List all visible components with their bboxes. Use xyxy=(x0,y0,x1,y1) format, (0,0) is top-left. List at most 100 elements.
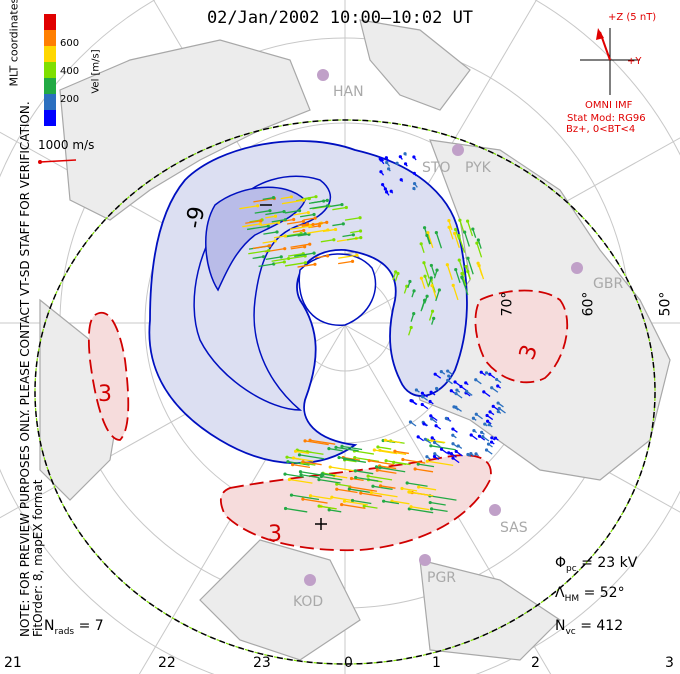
vector-line xyxy=(452,457,460,464)
vector-line xyxy=(343,456,361,461)
vector-line xyxy=(303,217,316,221)
vector-line xyxy=(430,415,438,422)
vector-line xyxy=(265,210,285,216)
vector-line xyxy=(473,430,477,434)
latitude-label: 50° xyxy=(657,291,674,317)
vector-line xyxy=(459,220,465,233)
vector-point xyxy=(277,220,281,225)
vector-count: Nvc = 412 xyxy=(555,618,623,637)
vector-line xyxy=(486,449,493,455)
vector-line xyxy=(364,505,378,509)
colorbar-swatch xyxy=(44,30,56,46)
vector-point xyxy=(273,239,277,243)
vector-line xyxy=(482,436,490,442)
colorbar-tick: 600 xyxy=(60,38,80,49)
vector-line xyxy=(448,227,454,240)
vector-line xyxy=(413,188,416,191)
vector-point xyxy=(297,209,302,213)
vector-line xyxy=(467,258,474,275)
vector-line xyxy=(262,240,276,244)
vector-line xyxy=(487,420,492,425)
vector-line xyxy=(402,458,426,464)
vector-point xyxy=(303,232,307,236)
vector-line xyxy=(489,373,496,379)
station-label: GBR xyxy=(593,276,624,292)
vector-line xyxy=(497,402,504,408)
hm-boundary-latitude: ΛHM = 52° xyxy=(555,585,625,604)
vector-line xyxy=(410,421,417,427)
colorbar-swatch xyxy=(44,110,56,126)
vector-line xyxy=(431,437,436,441)
vector-line xyxy=(349,488,374,494)
vector-line xyxy=(455,406,462,412)
vector-line xyxy=(338,260,353,265)
vector-line xyxy=(455,450,463,457)
scale-vector xyxy=(38,159,77,164)
vector-line xyxy=(369,460,394,466)
vector-line xyxy=(454,229,460,240)
vector-line xyxy=(467,453,472,458)
colorbar-swatch xyxy=(44,14,56,30)
vector-line xyxy=(304,440,329,446)
vector-line xyxy=(263,231,278,235)
vector-line xyxy=(417,436,425,442)
vector-line xyxy=(285,507,308,513)
vector-line xyxy=(418,463,435,468)
vector-line xyxy=(284,233,306,238)
vector-line xyxy=(354,450,374,455)
vector-line xyxy=(467,271,471,280)
vector-line xyxy=(434,453,441,458)
vector-line xyxy=(422,396,429,401)
vector-line xyxy=(254,210,271,214)
vector-line xyxy=(382,184,386,189)
colorbar-swatch xyxy=(44,62,56,78)
n-subscript: vc xyxy=(565,626,576,637)
vector-line xyxy=(344,217,361,221)
n-symbol: N xyxy=(555,618,566,634)
coordinate-system-label: MLT coordinates xyxy=(7,0,21,87)
vector-line xyxy=(284,262,306,267)
vector-line xyxy=(410,506,430,511)
vector-line xyxy=(410,491,434,497)
vector-line xyxy=(245,220,261,224)
vector-point xyxy=(322,199,326,203)
colorbar-swatch xyxy=(44,94,56,110)
vector-line xyxy=(479,435,486,441)
vector-line xyxy=(344,500,368,506)
negative-contour-label: -9 xyxy=(181,204,211,231)
vector-line xyxy=(350,230,361,234)
vector-line xyxy=(455,269,461,283)
vector-line xyxy=(271,257,289,262)
vector-line xyxy=(287,461,310,466)
vector-line xyxy=(440,371,446,375)
vector-line xyxy=(274,261,285,265)
vector-line xyxy=(428,277,432,286)
vector-line xyxy=(342,234,354,238)
vector-line xyxy=(252,256,264,260)
vector-line xyxy=(379,465,397,470)
vector-line xyxy=(424,438,432,444)
vector-line xyxy=(447,379,453,385)
colorbar-tick: 400 xyxy=(60,66,80,77)
colorbar-tick: 200 xyxy=(60,94,80,105)
vector-line xyxy=(430,445,456,451)
vector-line xyxy=(464,231,470,247)
vector-line xyxy=(430,391,436,396)
vector-line xyxy=(273,235,286,239)
vector-point xyxy=(333,227,338,232)
vector-line xyxy=(368,475,393,481)
vector-line xyxy=(392,271,397,281)
vector-line xyxy=(473,417,477,421)
vector-line xyxy=(421,299,426,310)
vector-line xyxy=(486,414,494,421)
vector-line xyxy=(488,443,493,448)
vector-line xyxy=(380,159,385,165)
vector-line xyxy=(453,406,459,411)
vector-line xyxy=(421,392,428,398)
vector-line xyxy=(354,456,380,463)
vector-line xyxy=(458,235,466,253)
vector-line xyxy=(454,381,462,387)
vector-line xyxy=(433,269,438,279)
imf-clock xyxy=(580,28,640,95)
vector-line xyxy=(484,423,488,427)
